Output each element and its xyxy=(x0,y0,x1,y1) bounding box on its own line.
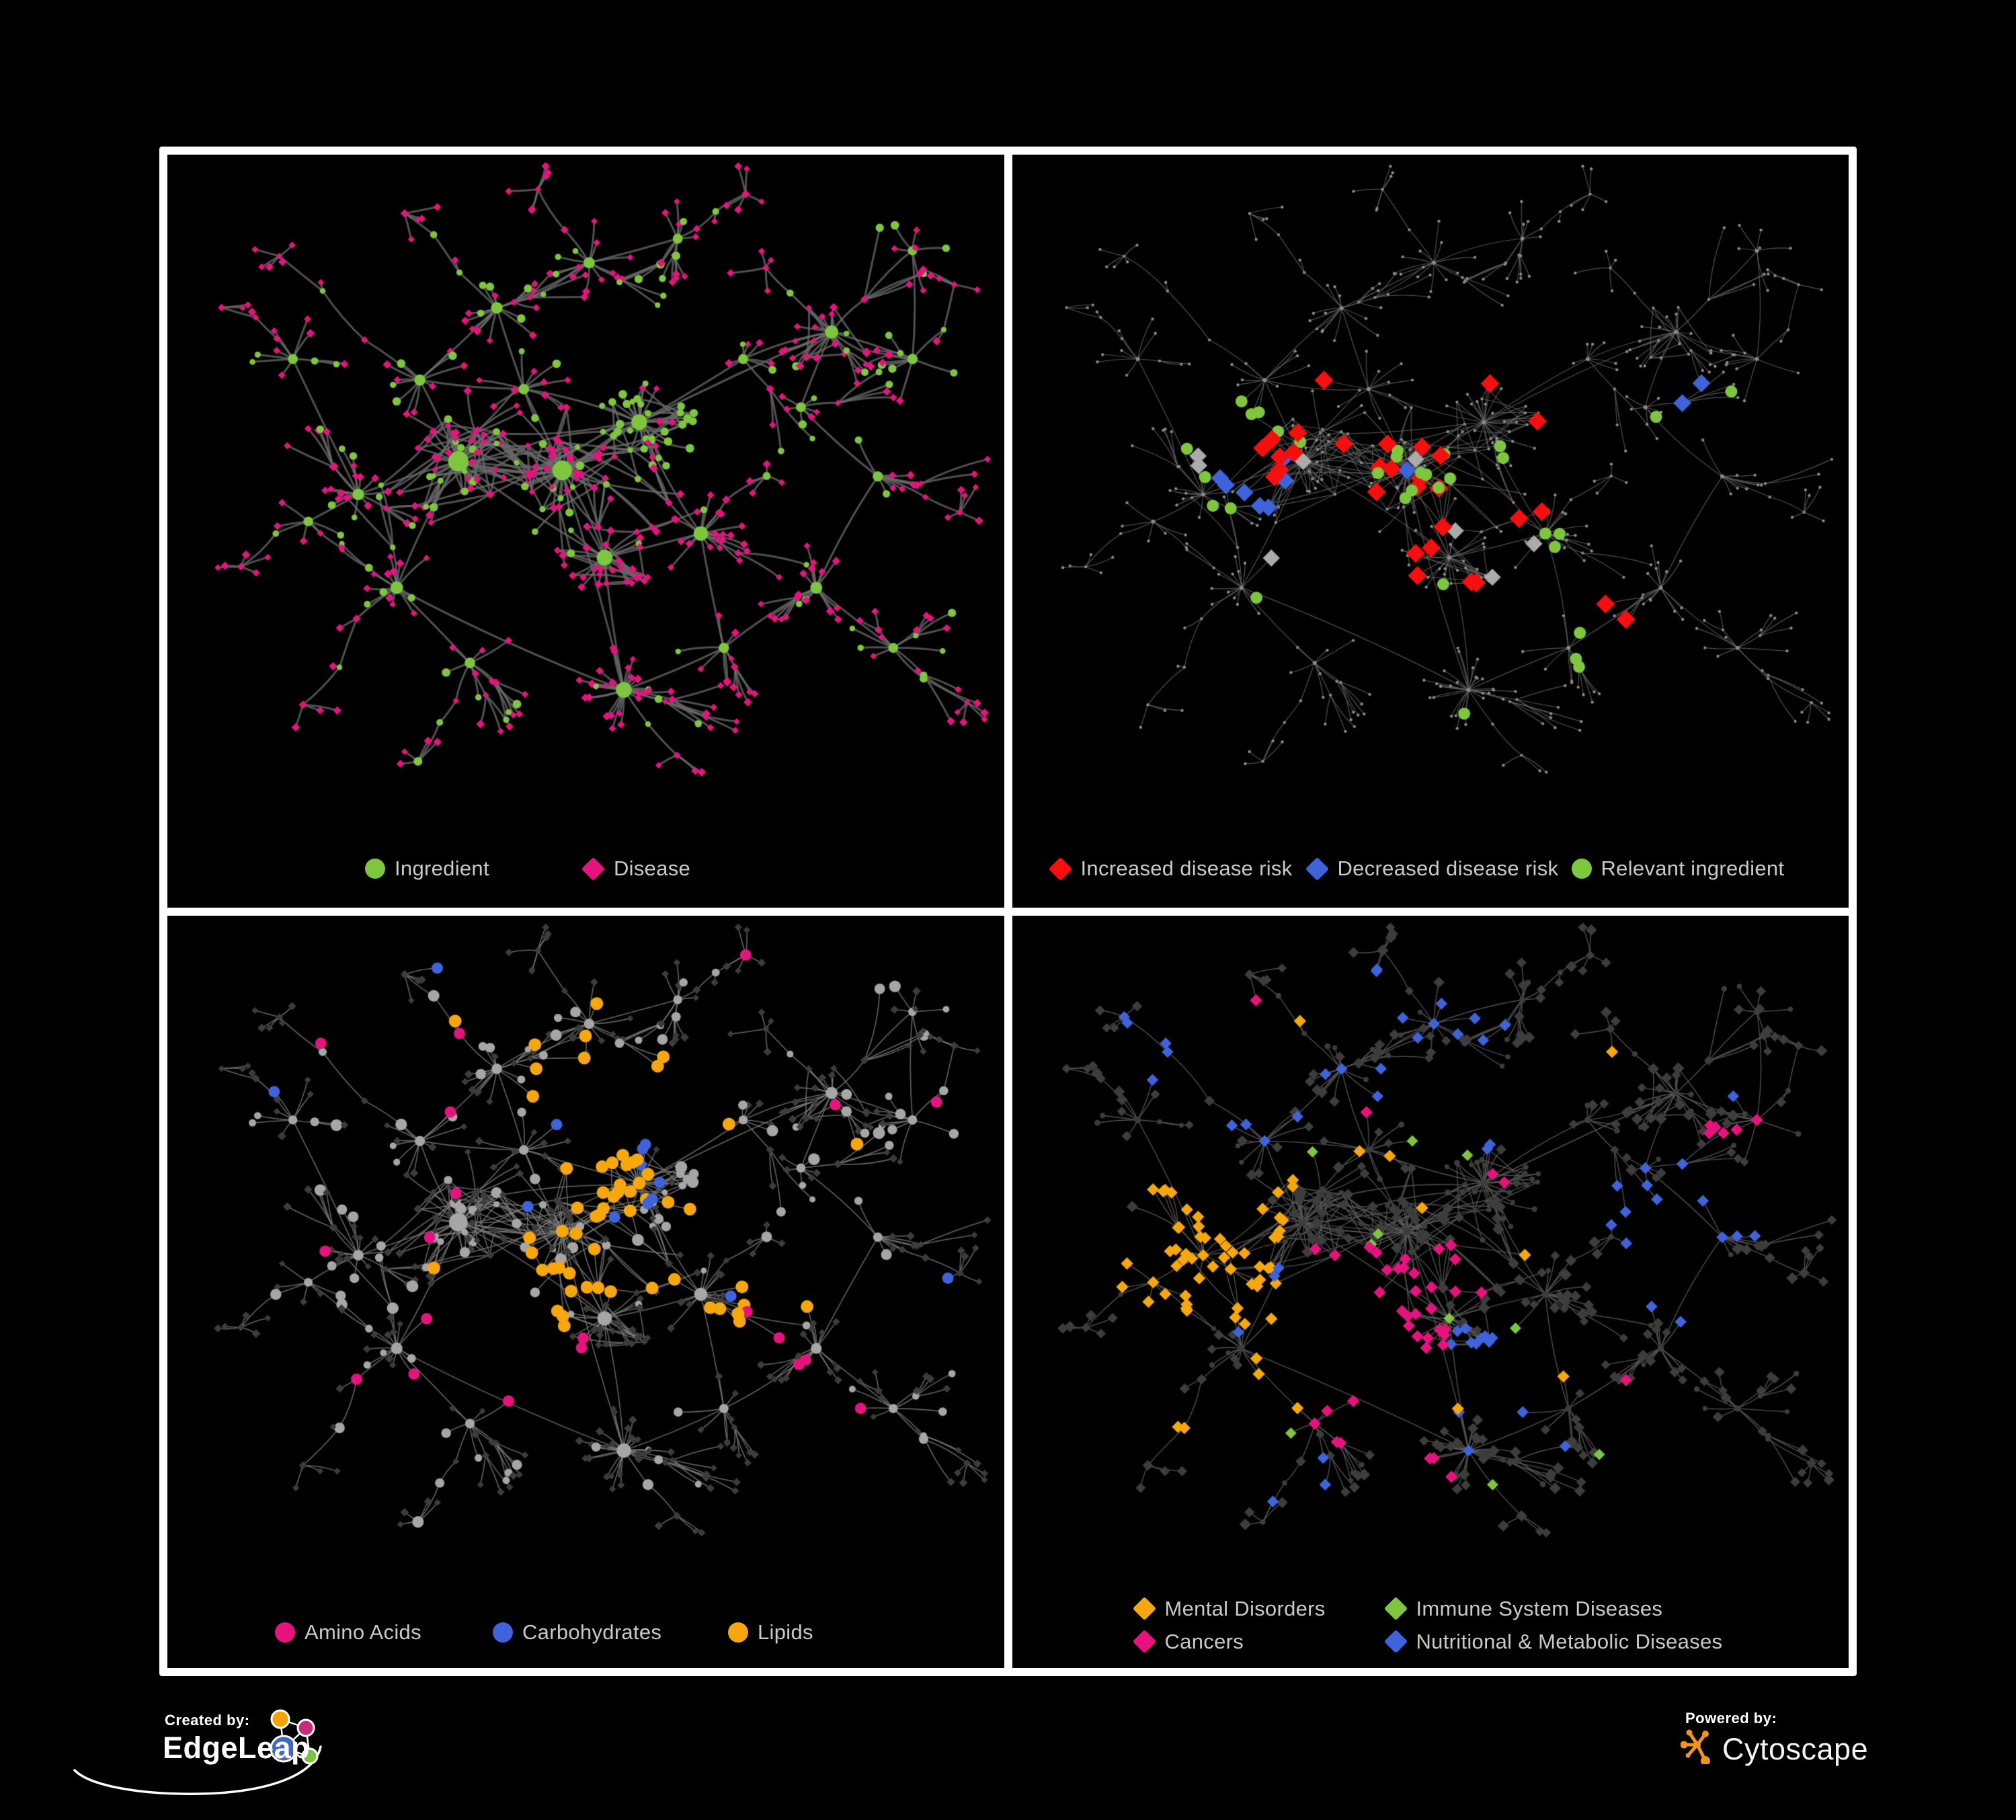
edgeleap-wordmark: EdgeLeap xyxy=(163,1731,311,1765)
edgeleap-logo-icon xyxy=(73,1709,322,1795)
lipids-marker xyxy=(728,1622,748,1643)
cytoscape-wordmark: Cytoscape xyxy=(1722,1732,1869,1766)
amino-acids-marker xyxy=(275,1622,295,1643)
panel-nutrient-class-network: Amino Acids Carbohydrates Lipids xyxy=(167,915,1004,1668)
legend-item: Carbohydrates xyxy=(493,1619,661,1646)
legend-label: Increased disease risk xyxy=(1080,857,1293,880)
carbohydrates-marker xyxy=(493,1622,513,1643)
network-canvas xyxy=(1012,915,1849,1668)
network-canvas xyxy=(167,155,1004,908)
network-canvas xyxy=(1012,155,1849,908)
legend-label: Lipids xyxy=(758,1620,813,1644)
legend-item: Ingredient xyxy=(365,855,489,882)
increased-risk-marker xyxy=(1048,857,1072,881)
legend-item: Nutritional & Metabolic Diseases xyxy=(1383,1628,1723,1655)
legend-label: Ingredient xyxy=(395,857,489,880)
ingredient-marker xyxy=(365,859,385,879)
cytoscape-logo-icon xyxy=(1681,1729,1710,1764)
legend-label: Nutritional & Metabolic Diseases xyxy=(1416,1629,1723,1653)
decreased-risk-marker xyxy=(1305,857,1329,881)
panel-grid: Ingredient Disease Increased disease ris… xyxy=(159,147,1857,1676)
legend-label: Amino Acids xyxy=(305,1620,421,1644)
legend-item: Disease xyxy=(581,855,691,882)
legend-label: Mental Disorders xyxy=(1164,1596,1326,1620)
legend-item: Immune System Diseases xyxy=(1383,1595,1663,1622)
panel-disease-class-network: Mental Disorders Immune System Diseases … xyxy=(1012,915,1849,1668)
legend-label: Immune System Diseases xyxy=(1416,1596,1663,1620)
relevant-ingredient-marker xyxy=(1571,859,1592,879)
panel-ingredient-disease-network: Ingredient Disease xyxy=(167,155,1004,908)
cancers-marker xyxy=(1132,1629,1156,1654)
mental-disorders-marker xyxy=(1132,1596,1156,1621)
disease-marker xyxy=(581,857,606,881)
legend-label: Carbohydrates xyxy=(522,1620,662,1644)
legend-item: Mental Disorders xyxy=(1132,1595,1326,1622)
legend-item: Relevant ingredient xyxy=(1571,855,1785,882)
legend-label: Disease xyxy=(614,857,691,880)
nutritional-metabolic-marker xyxy=(1383,1629,1408,1654)
legend-label: Cancers xyxy=(1164,1629,1244,1653)
legend-item: Decreased disease risk xyxy=(1305,855,1559,882)
legend-item: Amino Acids xyxy=(275,1619,421,1646)
legend-item: Cancers xyxy=(1132,1628,1244,1655)
created-by-label: Created by: xyxy=(165,1712,250,1729)
immune-diseases-marker xyxy=(1383,1596,1408,1621)
legend-label: Relevant ingredient xyxy=(1601,857,1785,880)
panel-disease-risk-network: Increased disease risk Decreased disease… xyxy=(1012,155,1849,908)
legend-item: Lipids xyxy=(728,1619,813,1646)
powered-by-label: Powered by: xyxy=(1685,1710,1777,1727)
legend-item: Increased disease risk xyxy=(1048,855,1293,882)
network-canvas xyxy=(167,915,1004,1668)
legend-label: Decreased disease risk xyxy=(1337,857,1559,880)
